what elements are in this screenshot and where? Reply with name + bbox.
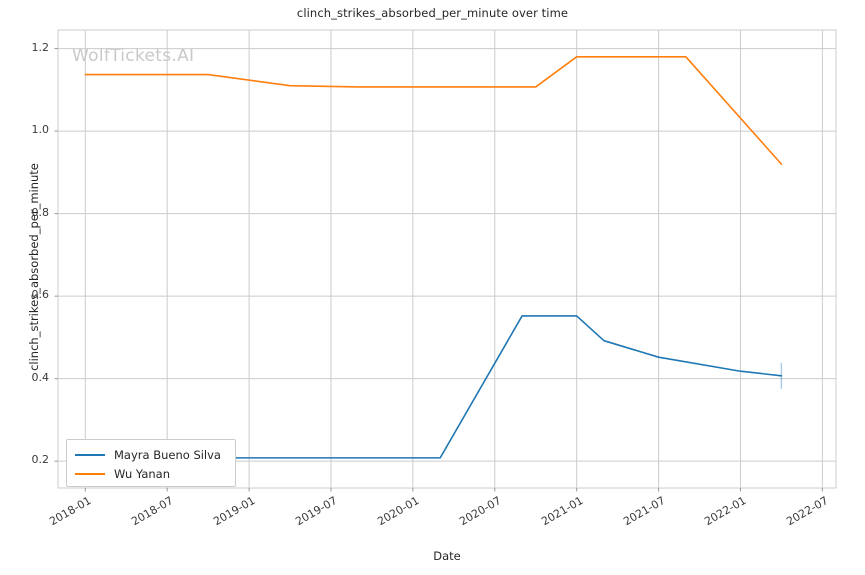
y-tick-label: 1.0 (31, 123, 50, 137)
y-tick-label: 1.2 (31, 40, 50, 54)
legend-label-series-0: Mayra Bueno Silva (114, 447, 221, 462)
legend-item-0: Mayra Bueno Silva (75, 445, 227, 464)
y-tick-label: 0.2 (31, 453, 50, 467)
chart-title: clinch_strikes_absorbed_per_minute over … (296, 6, 569, 20)
grid-lines (54, 30, 836, 492)
y-tick-label: 0.4 (31, 370, 50, 384)
legend-swatch-series-1 (75, 472, 105, 475)
legend-item-1: Wu Yanan (75, 464, 227, 483)
y-tick-label: 0.8 (31, 205, 50, 219)
legend-label-series-1: Wu Yanan (114, 466, 171, 481)
legend-swatch-series-0 (75, 453, 105, 456)
x-axis-label: Date (433, 549, 461, 563)
plot-background (57, 29, 837, 489)
chart-legend: Mayra Bueno Silva Wu Yanan (66, 439, 236, 487)
series-line-1 (84, 56, 783, 165)
y-axis-label: clinch_strikes_absorbed_per_minute (27, 163, 41, 371)
y-tick-label: 0.6 (31, 288, 50, 302)
